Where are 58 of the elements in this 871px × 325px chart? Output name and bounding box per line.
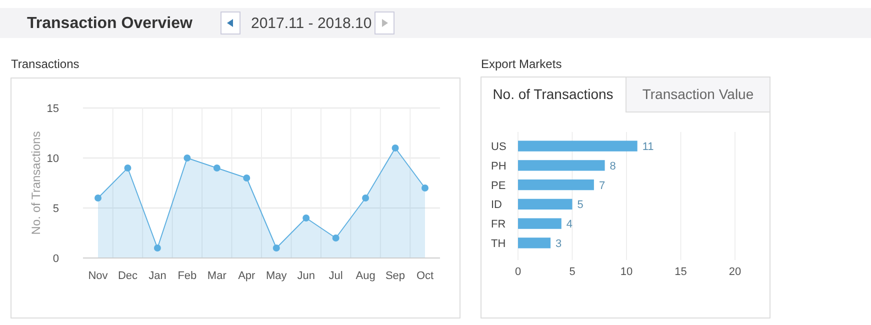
x-tick-label: Sep [385,270,406,282]
text: 2017.11 - 2018.10 [251,15,372,32]
point [184,154,191,162]
x-tick-label: May [266,270,288,282]
y-tick-label: PE [491,180,506,192]
y-tick-label: ID [491,199,502,212]
point [213,164,220,172]
point [124,164,132,172]
point [154,244,161,252]
x-tick-label: 0 [514,266,522,278]
x-tick-label: Jun [297,270,315,282]
bar [518,218,562,229]
bar [518,160,605,171]
y-tick-label: 15 [46,103,59,115]
data-label: 11 [642,141,654,154]
x-tick-label: 5 [569,266,576,278]
bar [518,140,638,152]
bar [518,198,572,210]
x-tick-label: Jan [148,270,166,282]
point [243,174,250,182]
point [94,194,102,202]
x-tick-label: 15 [674,266,687,278]
x-tick-label: Nov [88,270,108,282]
point [392,144,399,152]
text: Transaction Value [642,86,754,102]
bar [518,179,594,190]
data-label: 3 [556,238,562,250]
x-tick-label: Apr [238,270,256,282]
y-tick-label: FR [491,218,506,231]
text: Transaction Overview [27,15,193,32]
y-tick-label: 10 [46,153,59,165]
data-label: 7 [598,180,606,192]
x-tick-label: Aug [356,270,376,282]
chart-title: Transactions [11,57,80,71]
data-label: 8 [610,160,616,172]
point [362,194,370,202]
x-tick-label: 10 [620,266,633,278]
point [332,234,340,242]
text: No. of Transactions [492,86,614,102]
x-tick-label: Feb [178,270,197,282]
point [422,184,428,192]
y-axis-title: No. of Transactions [29,131,43,235]
x-tick-label: Jul [328,270,343,282]
y-tick-label: 0 [52,253,59,265]
y-tick-label: TH [491,238,506,250]
data-label: 5 [577,199,584,212]
bar [518,238,551,248]
x-tick-label: Oct [416,270,434,282]
y-tick-label: PH [491,160,506,172]
y-tick-label: 5 [52,203,59,215]
x-tick-label: 20 [728,266,742,278]
point [302,214,310,222]
data-label: 4 [566,218,573,231]
chart-title: Export Markets [481,57,562,71]
point [272,244,280,252]
x-tick-label: Mar [207,270,227,282]
y-tick-label: US [491,141,506,154]
x-tick-label: Dec [118,270,138,282]
